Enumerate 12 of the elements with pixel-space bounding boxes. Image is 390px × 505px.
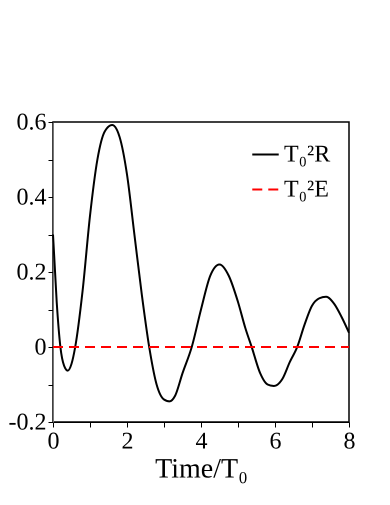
y-tick-label: -0.2 [8, 410, 46, 436]
legend-label: T₀²E [284, 176, 329, 202]
x-tick-label: 2 [122, 428, 134, 454]
x-tick-label: 8 [344, 428, 356, 454]
x-axis-title: Time/T₀ [155, 454, 248, 484]
y-tick-label: 0 [34, 334, 46, 360]
y-tick-label: 0.6 [16, 110, 46, 136]
y-tick-label: 0.4 [16, 184, 46, 210]
x-tick-label: 6 [270, 428, 282, 454]
legend-label: T₀²R [284, 142, 330, 168]
y-tick-label: 0.2 [16, 260, 46, 286]
x-tick-label: 4 [196, 428, 208, 454]
